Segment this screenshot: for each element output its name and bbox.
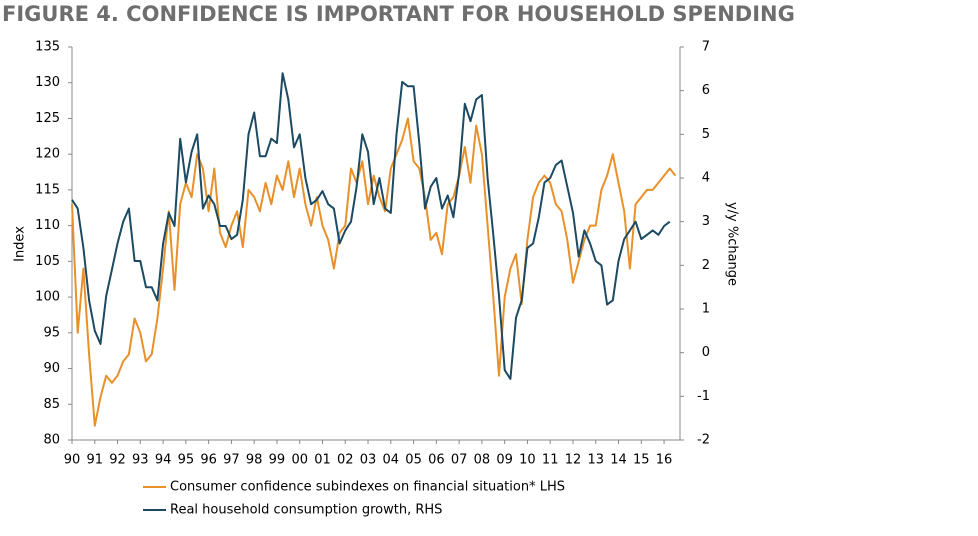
y2-tick-label: 6: [702, 83, 710, 98]
x-tick-label: 94: [155, 453, 172, 468]
x-tick-label: 00: [291, 453, 308, 468]
x-tick-label: 11: [542, 453, 559, 468]
x-tick-label: 90: [64, 453, 81, 468]
x-tick-label: 07: [451, 453, 468, 468]
y-tick-label: 95: [43, 325, 60, 340]
x-tick-label: 96: [200, 453, 217, 468]
x-tick-label: 01: [314, 453, 331, 468]
x-tick-label: 97: [223, 453, 240, 468]
y-tick-label: 110: [35, 218, 60, 233]
legend-label: Consumer confidence subindexes on financ…: [170, 480, 565, 495]
y2-tick-label: 3: [702, 214, 710, 229]
x-tick-label: 15: [633, 453, 650, 468]
y-tick-label: 120: [35, 147, 60, 162]
y-tick-label: 135: [35, 40, 60, 55]
x-tick-label: 02: [337, 453, 354, 468]
x-tick-label: 92: [109, 453, 126, 468]
x-tick-label: 95: [178, 453, 195, 468]
y2-tick-label: 0: [702, 345, 710, 360]
x-tick-label: 98: [246, 453, 263, 468]
x-tick-label: 10: [519, 453, 536, 468]
y2-tick-label: 5: [702, 127, 710, 142]
y2-tick-label: -1: [697, 389, 710, 404]
x-tick-label: 06: [428, 453, 445, 468]
y2-tick-label: -2: [697, 433, 710, 448]
x-tick-label: 93: [132, 453, 149, 468]
x-tick-label: 04: [383, 453, 400, 468]
x-tick-label: 14: [610, 453, 627, 468]
y-tick-label: 105: [35, 254, 60, 269]
y-tick-label: 90: [43, 361, 60, 376]
x-tick-label: 03: [360, 453, 377, 468]
x-tick-label: 91: [86, 453, 103, 468]
y-tick-label: 115: [35, 182, 60, 197]
y-tick-label: 100: [35, 290, 60, 305]
y-tick-label: 85: [43, 397, 60, 412]
x-tick-label: 08: [474, 453, 491, 468]
y-tick-label: 125: [35, 111, 60, 126]
y2-tick-label: 7: [702, 40, 710, 55]
series-line: [71, 117, 677, 427]
y2-tick-label: 2: [702, 258, 710, 273]
x-tick-label: 05: [405, 453, 422, 468]
y-tick-label: 80: [43, 433, 60, 448]
x-tick-label: 09: [496, 453, 513, 468]
x-tick-label: 99: [269, 453, 286, 468]
chart-title: FIGURE 4. CONFIDENCE IS IMPORTANT FOR HO…: [2, 2, 795, 26]
series-line: [71, 72, 671, 380]
y2-tick-label: 4: [702, 171, 710, 186]
y2-axis-label: y/y %change: [725, 202, 740, 286]
y-axis-label: Index: [13, 226, 28, 262]
x-tick-label: 16: [656, 453, 673, 468]
y2-tick-label: 1: [702, 302, 710, 317]
x-tick-label: 13: [587, 453, 604, 468]
x-tick-label: 12: [565, 453, 582, 468]
y-tick-label: 130: [35, 75, 60, 90]
legend-label: Real household consumption growth, RHS: [170, 503, 442, 518]
